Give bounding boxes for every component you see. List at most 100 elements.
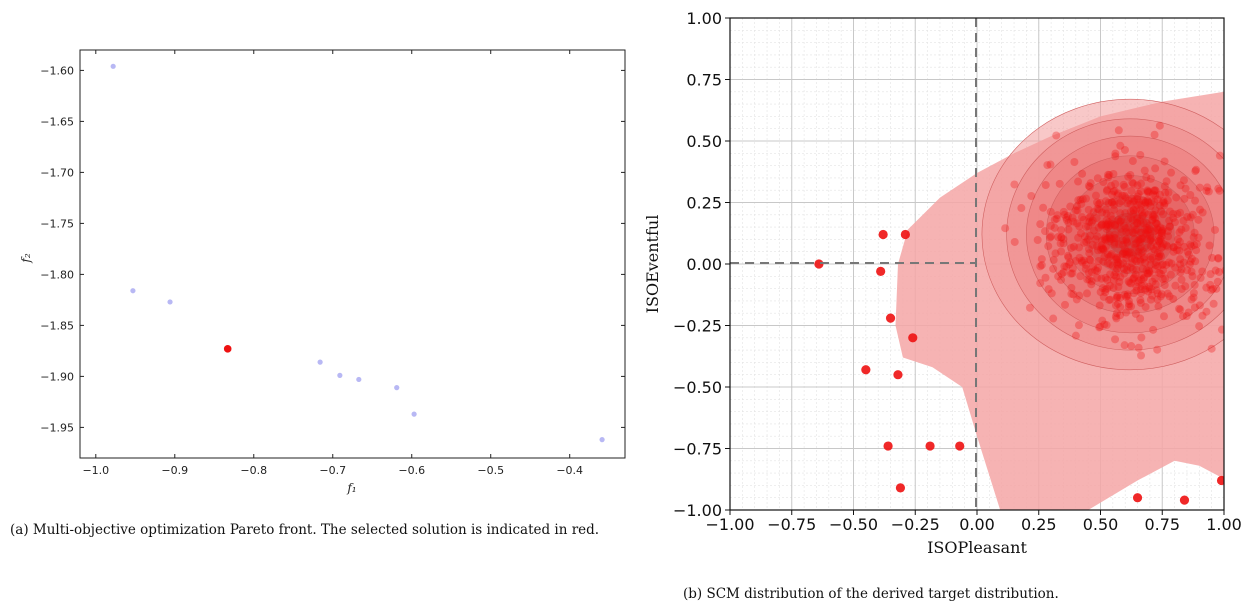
scm-point [1155, 252, 1164, 261]
scm-point [1105, 230, 1114, 239]
scm-point [1120, 290, 1129, 299]
scm-point [1112, 255, 1121, 264]
scm-point [1132, 239, 1141, 248]
scm-point [1152, 286, 1161, 295]
scm-point [1206, 270, 1215, 279]
scm-point [1141, 302, 1150, 311]
scm-point [1112, 272, 1121, 281]
pareto-selected-point [223, 345, 232, 353]
scm-point [1137, 333, 1146, 342]
scm-point [1122, 254, 1131, 263]
scm-point [1157, 228, 1166, 237]
scm-point [1036, 262, 1045, 271]
scm-point [1158, 261, 1167, 270]
scm-point [1114, 282, 1123, 291]
scm-ytick-label: −0.75 [673, 440, 722, 459]
scm-outlier-point [861, 365, 871, 375]
scm-point [1114, 189, 1123, 198]
scm-point [1152, 219, 1161, 228]
scm-point [1123, 238, 1132, 247]
scm-point [1131, 270, 1140, 279]
scm-point [1132, 218, 1141, 227]
scm-point [1137, 201, 1146, 210]
scm-point [1151, 191, 1160, 200]
scm-point [1155, 250, 1164, 259]
scm-point [1207, 344, 1216, 353]
scm-point [1078, 258, 1087, 267]
scm-point [1137, 288, 1146, 297]
scm-point [1093, 174, 1102, 183]
scm-point [1134, 189, 1143, 198]
scm-point [1089, 208, 1098, 217]
scm-point [1162, 241, 1171, 250]
scm-point [1136, 257, 1145, 266]
scm-point [1046, 232, 1055, 241]
scm-point [1137, 285, 1146, 294]
pareto-xtick-label: −0.6 [398, 464, 425, 477]
scm-point [1039, 203, 1048, 212]
scm-point [1075, 243, 1084, 252]
scm-point [1183, 247, 1192, 256]
scm-point [1046, 207, 1055, 216]
scm-point [1041, 181, 1050, 190]
scm-point [1146, 252, 1155, 261]
scm-point [1159, 210, 1168, 219]
scm-point [1050, 223, 1059, 232]
scm-point [1131, 243, 1140, 252]
scm-point [1093, 232, 1102, 241]
pareto-ytick-label: −1.80 [40, 268, 74, 281]
scm-point [1181, 223, 1190, 232]
scm-point [1120, 191, 1129, 200]
scm-point [1159, 240, 1168, 249]
scm-point [1133, 278, 1142, 287]
scm-point [1113, 291, 1122, 300]
scm-point [1060, 210, 1069, 219]
scm-point [1122, 235, 1131, 244]
scm-point [1077, 256, 1086, 265]
scm-point [1160, 201, 1169, 210]
scm-point [1067, 283, 1076, 292]
scm-point [1063, 212, 1072, 221]
caption-b: (b) SCM distribution of the derived targ… [683, 586, 1059, 602]
scm-point [1064, 253, 1073, 262]
scm-point [1106, 295, 1115, 304]
scm-point [1157, 207, 1166, 216]
scm-point [1098, 245, 1107, 254]
scm-point [1202, 307, 1211, 316]
scm-point [1107, 219, 1116, 228]
scm-point [1148, 234, 1157, 243]
scm-point [1102, 209, 1111, 218]
scm-point [1191, 167, 1200, 176]
scm-point [1056, 239, 1065, 248]
scm-point [1208, 284, 1217, 293]
scm-point [1195, 205, 1204, 214]
scm-point [1211, 266, 1220, 275]
scm-point [1160, 157, 1169, 166]
scm-point [1136, 150, 1145, 159]
scm-point [1076, 195, 1085, 204]
scm-point [1010, 237, 1019, 246]
scm-point [1121, 236, 1130, 245]
scm-point [1057, 233, 1066, 242]
scm-point [1098, 284, 1107, 293]
scm-point [1146, 236, 1155, 245]
scm-point [1169, 209, 1178, 218]
scm-point [1145, 284, 1154, 293]
scm-point [1150, 210, 1159, 219]
scm-point [1136, 314, 1145, 323]
scm-point [1207, 285, 1216, 294]
scm-point [1078, 169, 1087, 178]
scm-point [1073, 206, 1082, 215]
scm-point [1118, 249, 1127, 258]
scm-point [1173, 235, 1182, 244]
scm-point [1214, 253, 1223, 262]
scm-point [1167, 168, 1176, 177]
scm-point [1100, 252, 1109, 261]
scm-ytick-label: 0.00 [686, 255, 722, 274]
scm-point [1178, 312, 1187, 321]
scm-point [1132, 205, 1141, 214]
scm-point [1120, 341, 1129, 350]
scm-point [1153, 219, 1162, 228]
scm-point [1124, 172, 1133, 181]
scm-point [1126, 279, 1135, 288]
